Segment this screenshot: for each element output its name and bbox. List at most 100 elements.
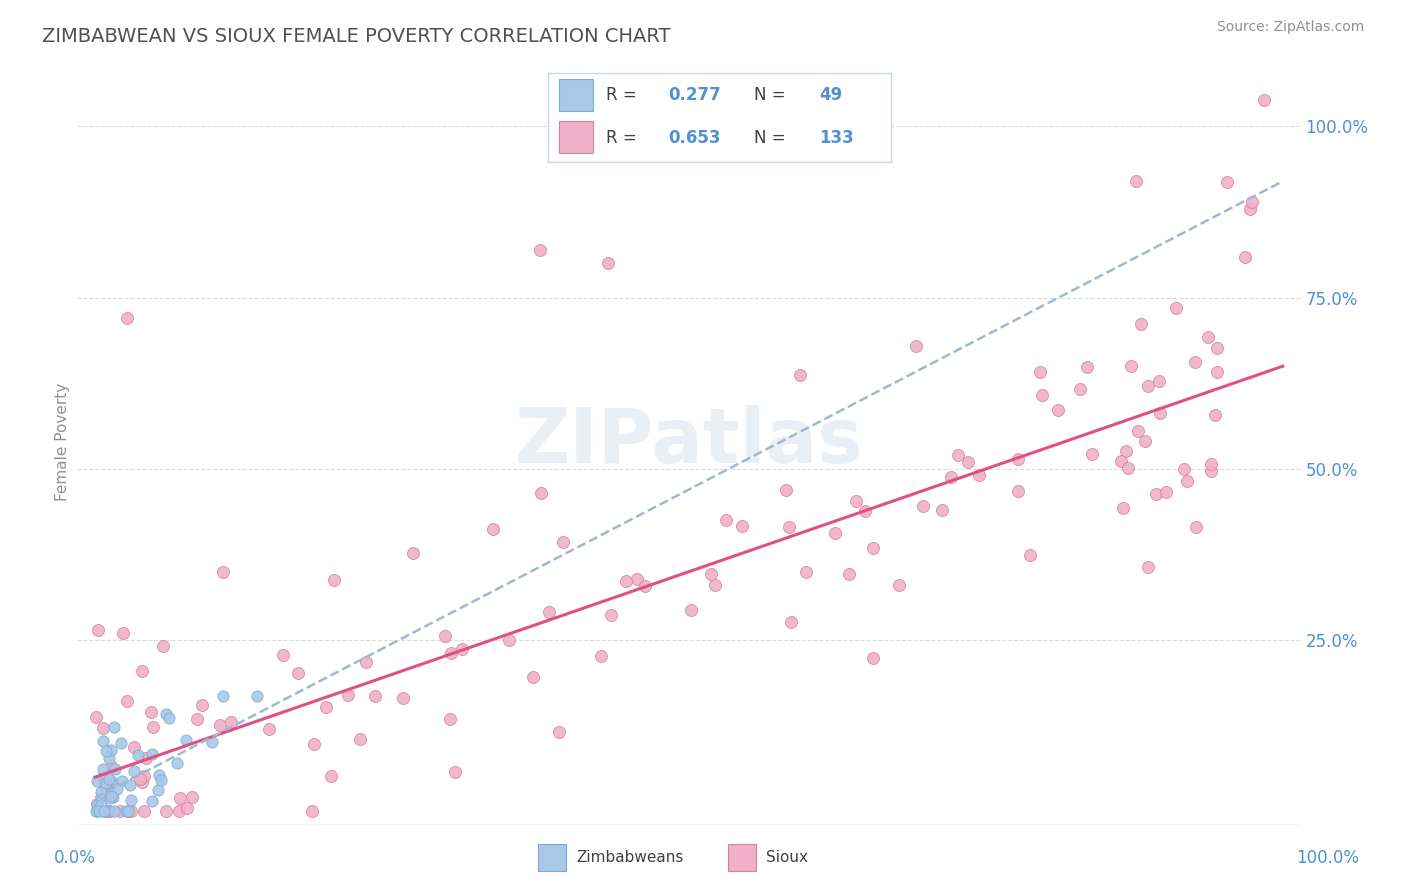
Point bbox=[700, 566, 723, 581]
Point bbox=[1199, 457, 1222, 471]
Point bbox=[337, 688, 360, 702]
Point bbox=[1109, 454, 1132, 468]
Point bbox=[118, 778, 141, 792]
Point bbox=[103, 805, 125, 819]
Point bbox=[912, 500, 935, 514]
Point bbox=[1007, 451, 1029, 466]
Point bbox=[115, 694, 138, 708]
Point bbox=[117, 805, 139, 819]
Point bbox=[1199, 464, 1222, 478]
Point bbox=[931, 503, 953, 517]
Point bbox=[118, 805, 141, 819]
Point bbox=[1112, 501, 1135, 516]
Point bbox=[1184, 355, 1206, 369]
Point bbox=[319, 769, 342, 783]
Point bbox=[1149, 406, 1171, 420]
Point bbox=[209, 718, 232, 732]
Point bbox=[889, 578, 911, 592]
Point bbox=[778, 519, 800, 533]
Point bbox=[155, 805, 177, 819]
Text: ZIPatlas: ZIPatlas bbox=[515, 405, 863, 478]
Point bbox=[174, 733, 197, 747]
Point bbox=[433, 629, 456, 643]
Point bbox=[1115, 444, 1137, 458]
Point bbox=[169, 805, 191, 819]
Point bbox=[451, 642, 474, 657]
Point bbox=[86, 774, 108, 789]
Point bbox=[91, 770, 114, 784]
Point bbox=[101, 789, 124, 804]
Point bbox=[169, 790, 191, 805]
Point bbox=[142, 720, 165, 734]
Point bbox=[1239, 202, 1261, 216]
Point bbox=[824, 525, 846, 540]
Point bbox=[439, 712, 461, 726]
Point bbox=[482, 522, 505, 536]
Point bbox=[273, 648, 295, 662]
Point bbox=[1185, 520, 1208, 534]
Point bbox=[1069, 382, 1091, 396]
Point bbox=[853, 504, 876, 518]
Point bbox=[94, 805, 117, 819]
Point bbox=[132, 805, 155, 819]
Point bbox=[100, 759, 122, 773]
Point bbox=[634, 579, 657, 593]
Point bbox=[98, 790, 121, 805]
Point bbox=[166, 756, 188, 771]
Point bbox=[86, 798, 108, 813]
Point bbox=[100, 789, 122, 803]
Point bbox=[105, 782, 128, 797]
Point bbox=[111, 626, 134, 640]
Point bbox=[139, 705, 162, 719]
Point bbox=[98, 772, 121, 786]
Point bbox=[124, 740, 146, 755]
Point bbox=[176, 800, 198, 814]
Point bbox=[100, 743, 122, 757]
Point bbox=[440, 646, 463, 660]
Point bbox=[90, 790, 112, 805]
Point bbox=[716, 513, 738, 527]
Point bbox=[131, 664, 153, 678]
Point bbox=[104, 762, 127, 776]
Point bbox=[135, 750, 157, 764]
Point bbox=[1047, 403, 1070, 417]
Point bbox=[1125, 174, 1147, 188]
Point bbox=[444, 764, 467, 779]
Point bbox=[84, 805, 107, 819]
Point bbox=[862, 650, 884, 665]
Point bbox=[315, 699, 337, 714]
Point bbox=[904, 338, 927, 352]
Point bbox=[1126, 424, 1149, 438]
Point bbox=[155, 707, 177, 722]
Point bbox=[122, 764, 145, 778]
Point bbox=[956, 455, 979, 469]
Point bbox=[1197, 330, 1219, 344]
Point bbox=[150, 772, 173, 787]
Point bbox=[96, 789, 118, 803]
Point bbox=[948, 449, 970, 463]
Point bbox=[1173, 462, 1195, 476]
Point bbox=[246, 689, 269, 703]
Y-axis label: Female Poverty: Female Poverty bbox=[55, 383, 70, 500]
Point bbox=[91, 762, 114, 776]
Point bbox=[548, 724, 571, 739]
Point bbox=[93, 805, 115, 819]
Point bbox=[1018, 548, 1040, 562]
Point bbox=[1205, 365, 1227, 379]
Point bbox=[530, 486, 553, 500]
Point bbox=[845, 494, 868, 508]
Point bbox=[626, 572, 648, 586]
Point bbox=[97, 805, 120, 819]
Point bbox=[1154, 484, 1177, 499]
Point bbox=[94, 776, 117, 790]
Point bbox=[323, 573, 346, 587]
Bar bbox=[537, 844, 565, 871]
Point bbox=[1028, 366, 1050, 380]
Point bbox=[90, 785, 112, 799]
Text: Source: ZipAtlas.com: Source: ZipAtlas.com bbox=[1216, 20, 1364, 34]
Point bbox=[967, 468, 990, 483]
Point bbox=[98, 750, 121, 764]
Point bbox=[91, 721, 114, 735]
Point bbox=[939, 469, 962, 483]
Point bbox=[129, 772, 152, 786]
